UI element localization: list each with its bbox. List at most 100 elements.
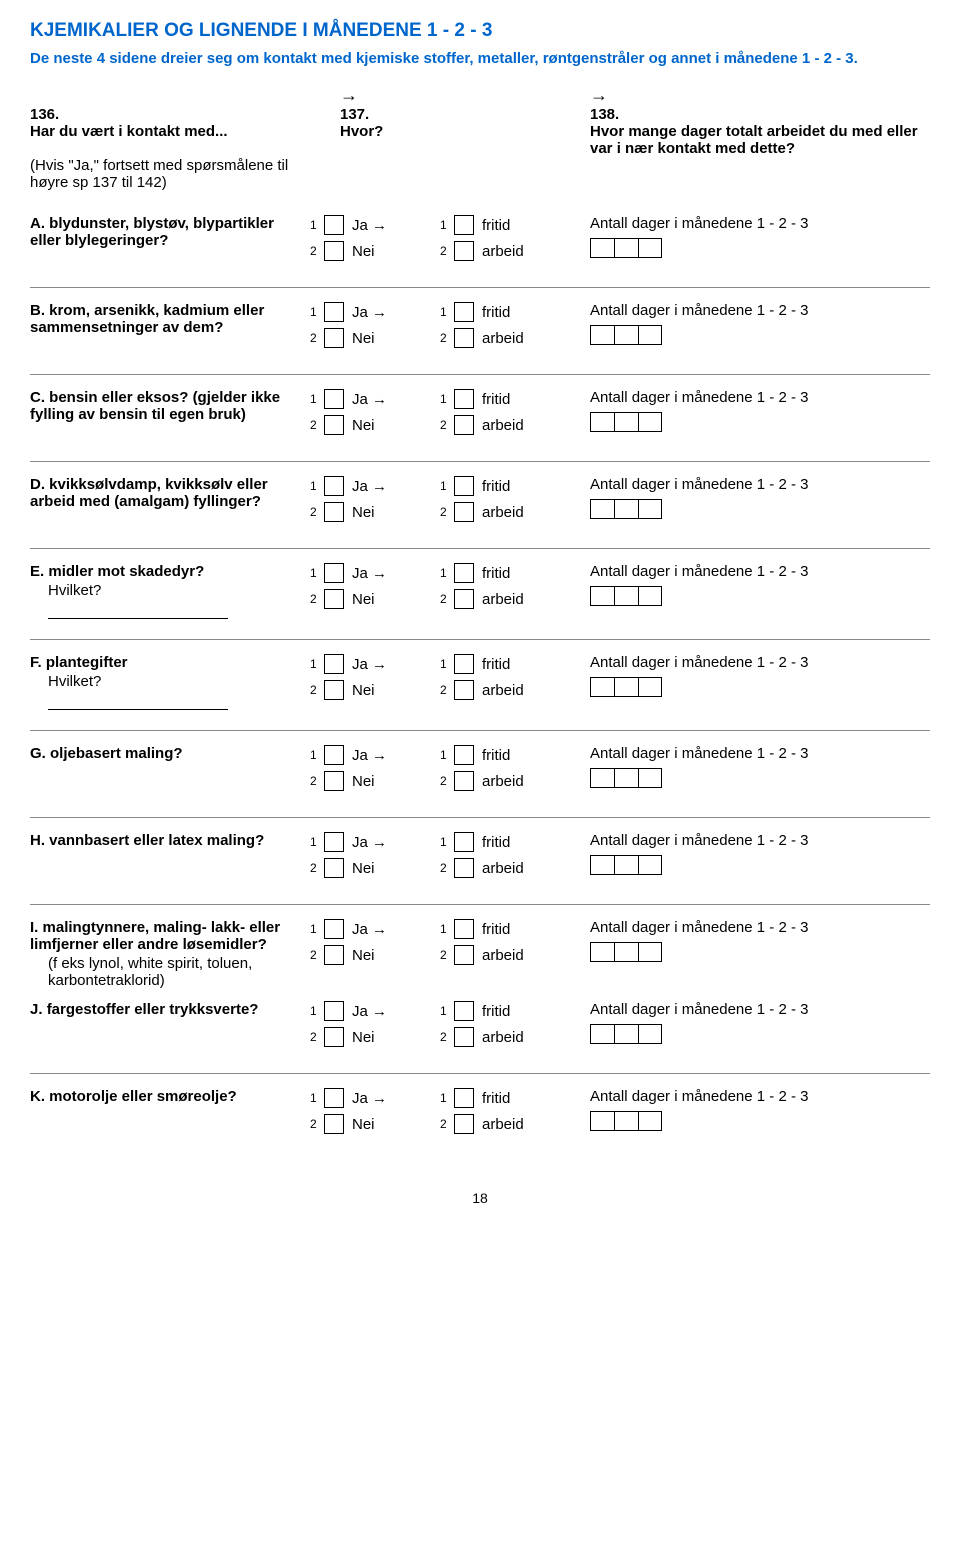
item-letter: I. <box>30 919 38 936</box>
item-sublabel: Hvilket? <box>48 673 101 690</box>
days-input[interactable] <box>590 238 662 258</box>
checkbox-fritid[interactable] <box>454 654 474 674</box>
checkbox-fritid[interactable] <box>454 476 474 496</box>
checkbox-ja[interactable] <box>324 1088 344 1108</box>
checkbox-nei[interactable] <box>324 415 344 435</box>
label-fritid: fritid <box>482 921 510 938</box>
checkbox-nei[interactable] <box>324 328 344 348</box>
days-label: Antall dager i månedene 1 - 2 - 3 <box>590 476 910 493</box>
checkbox-arbeid[interactable] <box>454 589 474 609</box>
write-in-line[interactable] <box>48 603 228 619</box>
days-label: Antall dager i månedene 1 - 2 - 3 <box>590 745 910 762</box>
checkbox-fritid[interactable] <box>454 1088 474 1108</box>
label-fritid: fritid <box>482 834 510 851</box>
checkbox-fritid[interactable] <box>454 389 474 409</box>
checkbox-ja[interactable] <box>324 215 344 235</box>
checkbox-nei[interactable] <box>324 1114 344 1134</box>
checkbox-ja[interactable] <box>324 654 344 674</box>
days-input[interactable] <box>590 768 662 788</box>
checkbox-nei[interactable] <box>324 1027 344 1047</box>
label-arbeid: arbeid <box>482 1029 524 1046</box>
checkbox-ja[interactable] <box>324 745 344 765</box>
label-ja: Ja → <box>352 1090 387 1107</box>
checkbox-ja[interactable] <box>324 389 344 409</box>
checkbox-fritid[interactable] <box>454 302 474 322</box>
checkbox-arbeid[interactable] <box>454 241 474 261</box>
days-input[interactable] <box>590 412 662 432</box>
days-label: Antall dager i månedene 1 - 2 - 3 <box>590 563 910 580</box>
checkbox-arbeid[interactable] <box>454 945 474 965</box>
item-text: kvikksølvdamp, kvikksølv eller arbeid me… <box>30 476 268 510</box>
checkbox-ja[interactable] <box>324 476 344 496</box>
checkbox-nei[interactable] <box>324 771 344 791</box>
checkbox-fritid[interactable] <box>454 832 474 852</box>
item-text: bensin eller eksos? (gjelder ikke fyllin… <box>30 389 280 423</box>
checkbox-arbeid[interactable] <box>454 1114 474 1134</box>
days-input[interactable] <box>590 499 662 519</box>
checkbox-arbeid[interactable] <box>454 328 474 348</box>
label-arbeid: arbeid <box>482 591 524 608</box>
days-input[interactable] <box>590 1024 662 1044</box>
checkbox-ja[interactable] <box>324 302 344 322</box>
days-input[interactable] <box>590 1111 662 1131</box>
days-label: Antall dager i månedene 1 - 2 - 3 <box>590 919 910 936</box>
item-text: krom, arsenikk, kadmium eller sammensetn… <box>30 302 264 336</box>
checkbox-nei[interactable] <box>324 858 344 878</box>
item-letter: G. <box>30 745 46 762</box>
checkbox-arbeid[interactable] <box>454 771 474 791</box>
item-letter: B. <box>30 302 45 319</box>
item-letter: J. <box>30 1001 43 1018</box>
checkbox-fritid[interactable] <box>454 745 474 765</box>
arrow-icon: → <box>590 85 920 106</box>
checkbox-fritid[interactable] <box>454 1001 474 1021</box>
write-in-line[interactable] <box>48 694 228 710</box>
checkbox-arbeid[interactable] <box>454 858 474 878</box>
label-arbeid: arbeid <box>482 330 524 347</box>
label-ja: Ja → <box>352 217 387 234</box>
item-text: plantegifter <box>46 654 128 671</box>
item-i: I. malingtynnere, maling- lakk- eller li… <box>30 905 930 997</box>
days-input[interactable] <box>590 586 662 606</box>
q137-num: 137. <box>340 106 369 123</box>
days-input[interactable] <box>590 325 662 345</box>
label-nei: Nei <box>352 417 375 434</box>
checkbox-fritid[interactable] <box>454 563 474 583</box>
label-arbeid: arbeid <box>482 947 524 964</box>
days-label: Antall dager i månedene 1 - 2 - 3 <box>590 1001 910 1018</box>
label-nei: Nei <box>352 330 375 347</box>
checkbox-nei[interactable] <box>324 945 344 965</box>
q136-text: Har du vært i kontakt med... <box>30 123 228 140</box>
checkbox-ja[interactable] <box>324 919 344 939</box>
checkbox-nei[interactable] <box>324 589 344 609</box>
checkbox-arbeid[interactable] <box>454 1027 474 1047</box>
label-nei: Nei <box>352 1116 375 1133</box>
label-arbeid: arbeid <box>482 417 524 434</box>
checkbox-fritid[interactable] <box>454 919 474 939</box>
checkbox-nei[interactable] <box>324 241 344 261</box>
label-nei: Nei <box>352 591 375 608</box>
checkbox-arbeid[interactable] <box>454 502 474 522</box>
checkbox-nei[interactable] <box>324 680 344 700</box>
checkbox-ja[interactable] <box>324 832 344 852</box>
item-b: B. krom, arsenikk, kadmium eller sammens… <box>30 288 930 375</box>
label-ja: Ja → <box>352 304 387 321</box>
label-nei: Nei <box>352 243 375 260</box>
checkbox-nei[interactable] <box>324 502 344 522</box>
item-letter: A. <box>30 215 45 232</box>
item-letter: E. <box>30 563 44 580</box>
label-nei: Nei <box>352 860 375 877</box>
item-h: H. vannbasert eller latex maling? 1Ja → … <box>30 818 930 905</box>
item-sublabel: Hvilket? <box>48 582 101 599</box>
days-label: Antall dager i månedene 1 - 2 - 3 <box>590 832 910 849</box>
days-input[interactable] <box>590 942 662 962</box>
label-fritid: fritid <box>482 656 510 673</box>
checkbox-arbeid[interactable] <box>454 415 474 435</box>
days-input[interactable] <box>590 677 662 697</box>
checkbox-ja[interactable] <box>324 563 344 583</box>
checkbox-arbeid[interactable] <box>454 680 474 700</box>
days-input[interactable] <box>590 855 662 875</box>
label-nei: Nei <box>352 1029 375 1046</box>
checkbox-fritid[interactable] <box>454 215 474 235</box>
checkbox-ja[interactable] <box>324 1001 344 1021</box>
label-ja: Ja → <box>352 1003 387 1020</box>
